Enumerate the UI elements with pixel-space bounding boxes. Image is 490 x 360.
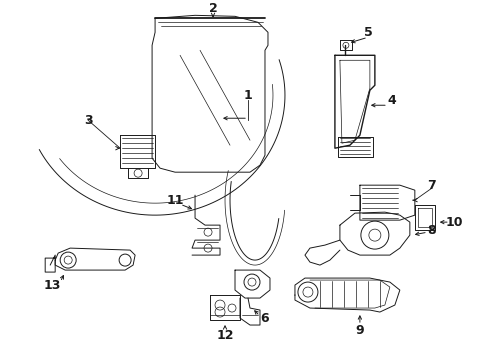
Text: 5: 5 — [364, 26, 372, 39]
Text: 3: 3 — [84, 114, 93, 127]
Text: 8: 8 — [427, 224, 436, 237]
Text: 7: 7 — [427, 179, 436, 192]
Text: 13: 13 — [44, 279, 61, 292]
Text: 11: 11 — [166, 194, 184, 207]
Text: 4: 4 — [388, 94, 396, 107]
Text: 12: 12 — [216, 329, 234, 342]
Text: 10: 10 — [446, 216, 464, 229]
Text: 2: 2 — [209, 2, 218, 15]
Text: 9: 9 — [356, 324, 364, 337]
Text: 1: 1 — [244, 89, 252, 102]
Text: 6: 6 — [261, 311, 270, 324]
